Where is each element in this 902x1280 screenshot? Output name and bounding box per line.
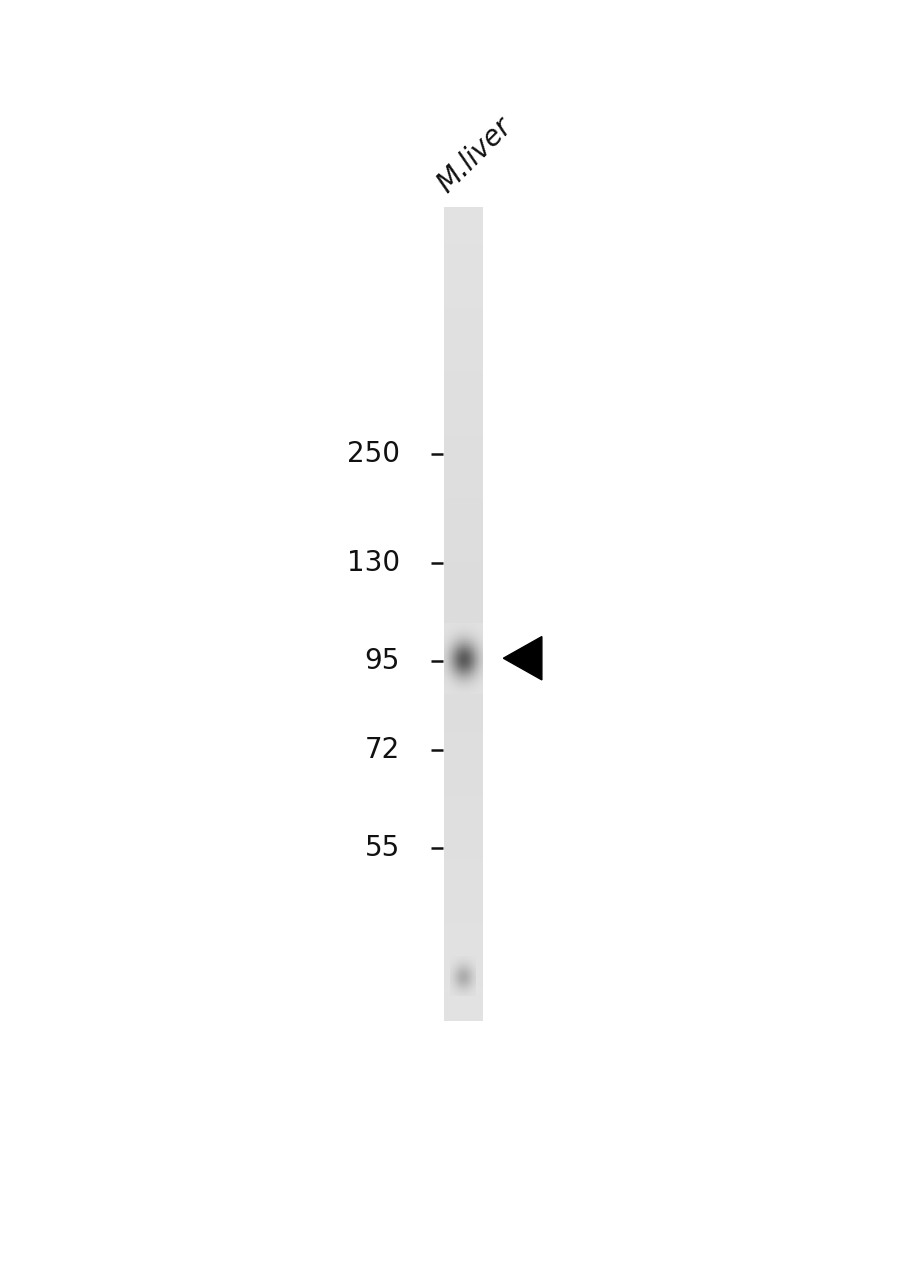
Text: 55: 55 — [364, 835, 400, 863]
Text: M.liver: M.liver — [431, 113, 517, 198]
Polygon shape — [502, 636, 541, 680]
Text: 95: 95 — [364, 648, 400, 675]
Text: 130: 130 — [346, 549, 400, 576]
Text: 250: 250 — [346, 440, 400, 468]
Text: 72: 72 — [364, 736, 400, 764]
